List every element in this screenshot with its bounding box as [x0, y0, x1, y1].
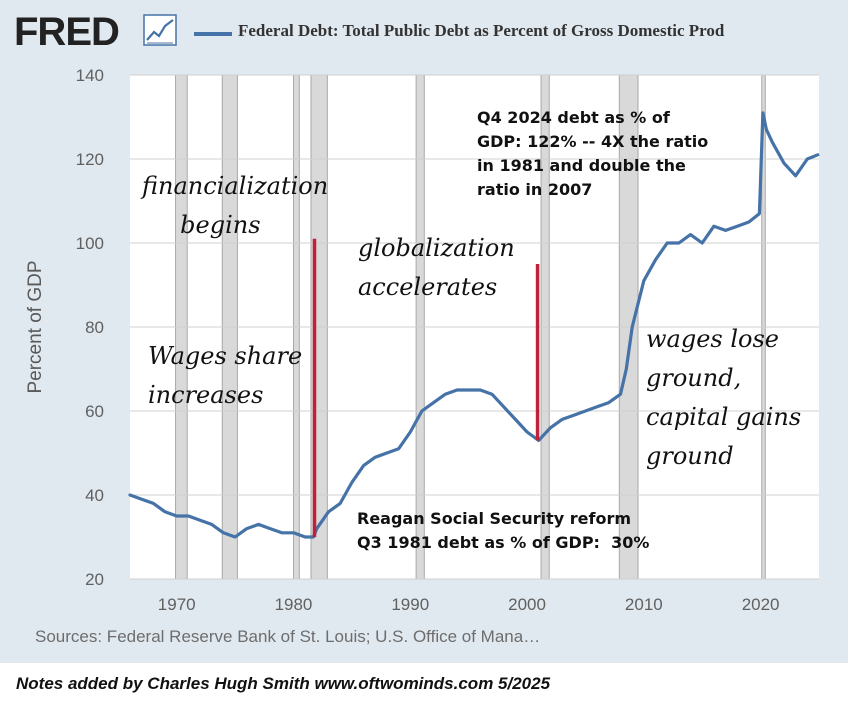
- note-globalization: globalization accelerates: [358, 234, 515, 301]
- legend-swatch: [194, 32, 232, 36]
- x-tick-label: 2020: [742, 595, 780, 614]
- sources-text: Sources: Federal Reserve Bank of St. Lou…: [35, 627, 541, 646]
- line-chart-icon: [143, 14, 177, 46]
- series-line: [128, 111, 820, 539]
- annotation-markers: [312, 238, 540, 537]
- note-q4-2024: Q4 2024 debt as % of GDP: 122% -- 4X the…: [477, 108, 709, 199]
- y-tick-label: 120: [76, 150, 104, 169]
- x-tick-label: 2000: [508, 595, 546, 614]
- note-wages-share: Wages share increases: [148, 342, 303, 409]
- series-group: [128, 111, 820, 539]
- x-tick-label: 1980: [275, 595, 313, 614]
- y-tick-label: 100: [76, 234, 104, 253]
- note-financialization: financialization begins: [142, 172, 329, 239]
- footer-note: Notes added by Charles Hugh Smith www.of…: [16, 674, 551, 693]
- y-tick-label: 140: [76, 66, 104, 85]
- y-tick-label: 20: [85, 570, 104, 589]
- y-tick-label: 80: [85, 318, 104, 337]
- note-reagan: Reagan Social Security reform Q3 1981 de…: [357, 509, 650, 552]
- note-wages-lose: wages lose ground, capital gains ground: [646, 325, 802, 470]
- y-tick-labels: 20 40 60 80 100 120 140: [76, 66, 104, 589]
- grid-lines: [130, 74, 819, 580]
- y-tick-label: 60: [85, 402, 104, 421]
- x-tick-label: 2010: [625, 595, 663, 614]
- chart-svg: 20 40 60 80 100 120 140 1970 1980 1990 2000 2010 20…: [76, 66, 820, 614]
- x-tick-label: 1990: [391, 595, 429, 614]
- fred-logo: FRED: [14, 10, 120, 54]
- y-tick-label: 40: [85, 486, 104, 505]
- x-tick-label: 1970: [158, 595, 196, 614]
- x-tick-labels: 1970 1980 1990 2000 2010 2020: [158, 595, 780, 614]
- legend-label: Federal Debt: Total Public Debt as Perce…: [238, 21, 725, 40]
